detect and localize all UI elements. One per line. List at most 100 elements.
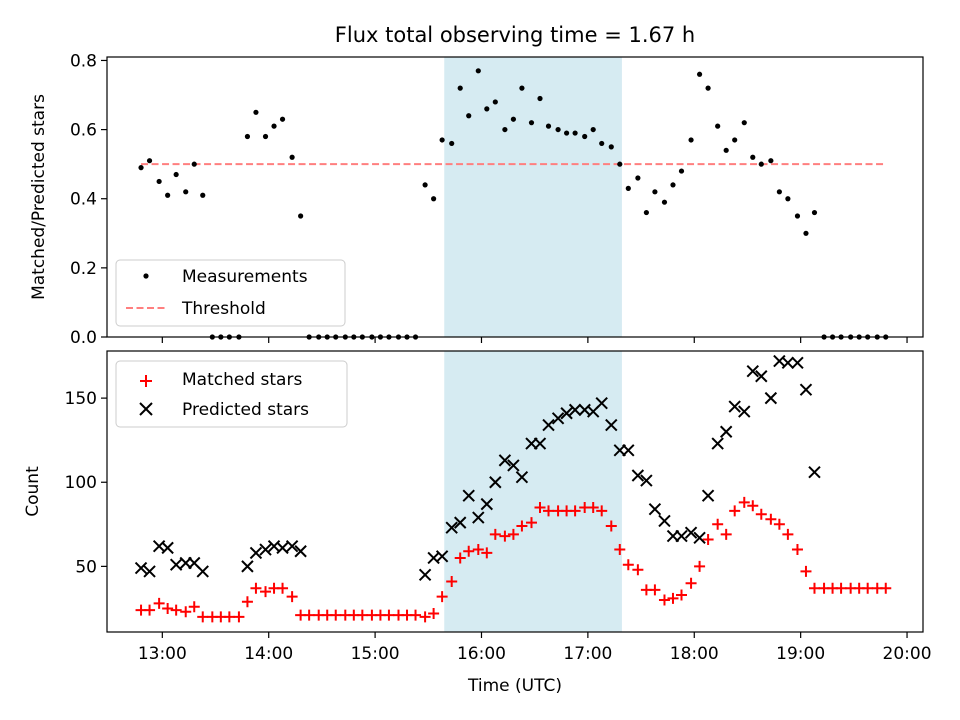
matched-star-point (481, 547, 493, 559)
measurement-point (555, 126, 561, 133)
matched-star-point (702, 533, 714, 545)
matched-star-point (587, 501, 599, 513)
predicted-star-point (622, 444, 635, 457)
matched-star-point (596, 505, 608, 517)
measurement-point (298, 213, 304, 219)
bottom-x-axis-ticks: 13:00 14:00 15:00 16:00 17:00 18:00 19:00 20:00 (138, 632, 932, 664)
predicted-star-point (249, 546, 263, 560)
measurement-point (244, 133, 251, 140)
predicted-star-point (134, 561, 148, 575)
predicted-star-point (196, 565, 209, 578)
matched-star-point (685, 577, 697, 589)
legend-label-threshold: Threshold (181, 299, 266, 319)
matched-star-point (233, 611, 245, 623)
predicted-star-point (808, 465, 821, 479)
matched-star-point (383, 609, 395, 621)
top-x-axis-ticks (161, 337, 908, 343)
matched-star-point (250, 582, 262, 594)
measurement-point (191, 161, 197, 167)
measurement-point (279, 116, 286, 122)
measurement-point (537, 95, 543, 102)
measurement-point (625, 185, 631, 191)
predicted-star-point (542, 418, 555, 432)
bottom-x-tick-label: 18:00 (670, 644, 719, 664)
matched-star-point (534, 501, 546, 513)
predicted-star-point (595, 396, 608, 410)
measurement-point (519, 85, 525, 91)
measurement-point (563, 130, 570, 136)
measurement-point (670, 182, 676, 188)
measurement-point (758, 161, 764, 167)
top-legend: Measurements Threshold (115, 259, 346, 327)
matched-star-point (765, 513, 777, 525)
matched-star-point (694, 560, 706, 572)
measurement-point (545, 123, 552, 129)
measurement-point (635, 175, 641, 181)
bottom-y-tick-label: 50 (75, 557, 97, 577)
measurement-point (475, 68, 481, 74)
bottom-y-tick-label: 100 (65, 473, 97, 493)
matched-star-point (153, 597, 165, 609)
predicted-star-point (781, 356, 795, 369)
measurement-point (510, 116, 517, 122)
predicted-star-point (791, 356, 804, 369)
matched-star-point (241, 596, 253, 608)
predicted-star-point (480, 497, 494, 511)
matched-star-point (755, 508, 767, 520)
measurement-point (732, 137, 738, 143)
matched-star-point (410, 609, 422, 621)
matched-star-point (720, 528, 732, 540)
bottom-x-tick-label: 16:00 (457, 644, 506, 664)
predicted-star-point (719, 425, 733, 438)
top-panel: 0.00.20.40.60.8 Matched/Predicted stars … (29, 51, 924, 348)
predicted-star-point (799, 383, 813, 396)
measurement-point (165, 192, 171, 198)
predicted-star-point (259, 543, 272, 556)
legend-label-measurements: Measurements (182, 267, 308, 287)
measurement-point (466, 113, 472, 119)
predicted-star-point (472, 511, 485, 524)
measurement-point (422, 182, 428, 188)
top-y-tick-label: 0.6 (70, 121, 97, 141)
top-y-axis-label: Matched/Predicted stars (29, 94, 49, 300)
predicted-star-point (728, 400, 741, 413)
predicted-star-point (507, 459, 520, 472)
matched-star-point (800, 565, 812, 577)
matched-star-point (463, 545, 475, 557)
measurement-point (768, 158, 774, 164)
matched-star-point (808, 582, 820, 594)
matched-star-point (489, 528, 501, 540)
measurement-point (528, 120, 535, 126)
measurement-point (785, 196, 791, 202)
predicted-star-point (551, 412, 565, 425)
matched-star-point (144, 604, 156, 616)
matched-star-point (277, 582, 289, 594)
measurement-point (439, 137, 445, 143)
measurement-point (803, 230, 809, 236)
predicted-star-point (276, 541, 289, 555)
measurement-point (776, 189, 782, 195)
bottom-x-tick-label: 17:00 (563, 644, 612, 664)
predicted-star-point (435, 550, 449, 563)
legend-label-predicted: Predicted stars (182, 400, 309, 420)
matched-star-point (747, 500, 759, 512)
matched-star-point (729, 505, 741, 517)
predicted-star-point (648, 502, 662, 516)
predicted-star-point (711, 437, 724, 450)
predicted-star-point (755, 370, 768, 383)
matched-star-point (862, 582, 874, 594)
legend-label-matched: Matched stars (182, 370, 302, 390)
bottom-x-tick-label: 20:00 (883, 644, 932, 664)
measurement-point (289, 154, 295, 160)
matched-star-point (446, 576, 458, 588)
matched-star-point (170, 604, 182, 616)
matched-star-point (286, 591, 298, 603)
matched-star-point (472, 544, 484, 556)
measurement-point (678, 168, 685, 174)
measurement-point (572, 130, 578, 136)
top-y-tick-label: 0.0 (70, 328, 97, 348)
measurement-point (608, 144, 614, 150)
matched-star-point (658, 594, 670, 606)
matched-star-point (436, 591, 448, 603)
bottom-x-tick-label: 15:00 (351, 644, 400, 664)
